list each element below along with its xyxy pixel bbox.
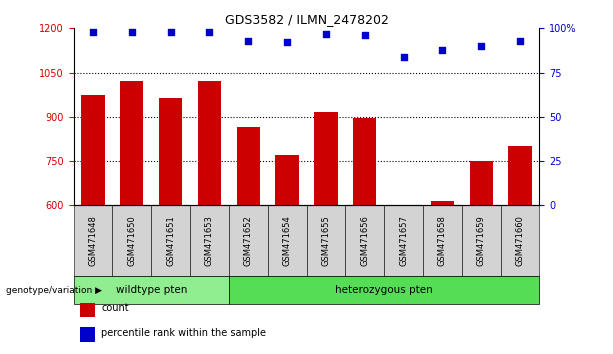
Point <box>515 38 525 44</box>
Bar <box>268 205 306 276</box>
Point <box>88 29 98 35</box>
Point <box>243 38 253 44</box>
Bar <box>151 205 190 276</box>
Bar <box>275 155 299 205</box>
Bar <box>462 205 501 276</box>
Bar <box>384 205 423 276</box>
Text: GSM471652: GSM471652 <box>244 215 253 266</box>
Text: GSM471651: GSM471651 <box>166 215 175 266</box>
Text: GSM471657: GSM471657 <box>399 215 408 266</box>
Point <box>476 43 486 49</box>
Point <box>438 47 447 52</box>
Text: count: count <box>101 303 129 313</box>
Bar <box>306 205 345 276</box>
Text: GSM471648: GSM471648 <box>88 215 97 266</box>
Bar <box>229 276 539 304</box>
Bar <box>423 205 462 276</box>
Bar <box>82 95 105 205</box>
Text: GSM471659: GSM471659 <box>477 215 485 266</box>
Bar <box>120 81 143 205</box>
Text: GSM471653: GSM471653 <box>205 215 214 266</box>
Point <box>205 29 215 35</box>
Bar <box>80 327 95 342</box>
Point <box>360 33 370 38</box>
Bar <box>74 205 112 276</box>
Bar <box>190 205 229 276</box>
Bar <box>74 276 229 304</box>
Point <box>127 29 137 35</box>
Bar <box>353 118 376 205</box>
Bar <box>80 303 95 317</box>
Bar <box>229 205 268 276</box>
Bar <box>431 201 454 205</box>
Bar <box>345 205 384 276</box>
Bar <box>112 205 151 276</box>
Bar <box>314 113 338 205</box>
Text: heterozygous pten: heterozygous pten <box>335 285 433 295</box>
Title: GDS3582 / ILMN_2478202: GDS3582 / ILMN_2478202 <box>224 13 389 26</box>
Bar <box>159 98 182 205</box>
Text: GSM471656: GSM471656 <box>360 215 369 266</box>
Point <box>398 54 408 59</box>
Bar <box>501 205 539 276</box>
Point <box>282 40 292 45</box>
Text: percentile rank within the sample: percentile rank within the sample <box>101 328 266 338</box>
Point <box>321 31 331 36</box>
Bar <box>508 146 531 205</box>
Text: GSM471658: GSM471658 <box>438 215 447 266</box>
Text: GSM471655: GSM471655 <box>321 215 330 266</box>
Text: GSM471654: GSM471654 <box>283 215 292 266</box>
Point <box>166 29 175 35</box>
Text: wildtype pten: wildtype pten <box>115 285 187 295</box>
Text: genotype/variation ▶: genotype/variation ▶ <box>6 286 102 295</box>
Text: GSM471660: GSM471660 <box>516 215 525 266</box>
Text: GSM471650: GSM471650 <box>128 215 136 266</box>
Bar <box>198 81 221 205</box>
Bar <box>237 127 260 205</box>
Bar <box>470 161 493 205</box>
